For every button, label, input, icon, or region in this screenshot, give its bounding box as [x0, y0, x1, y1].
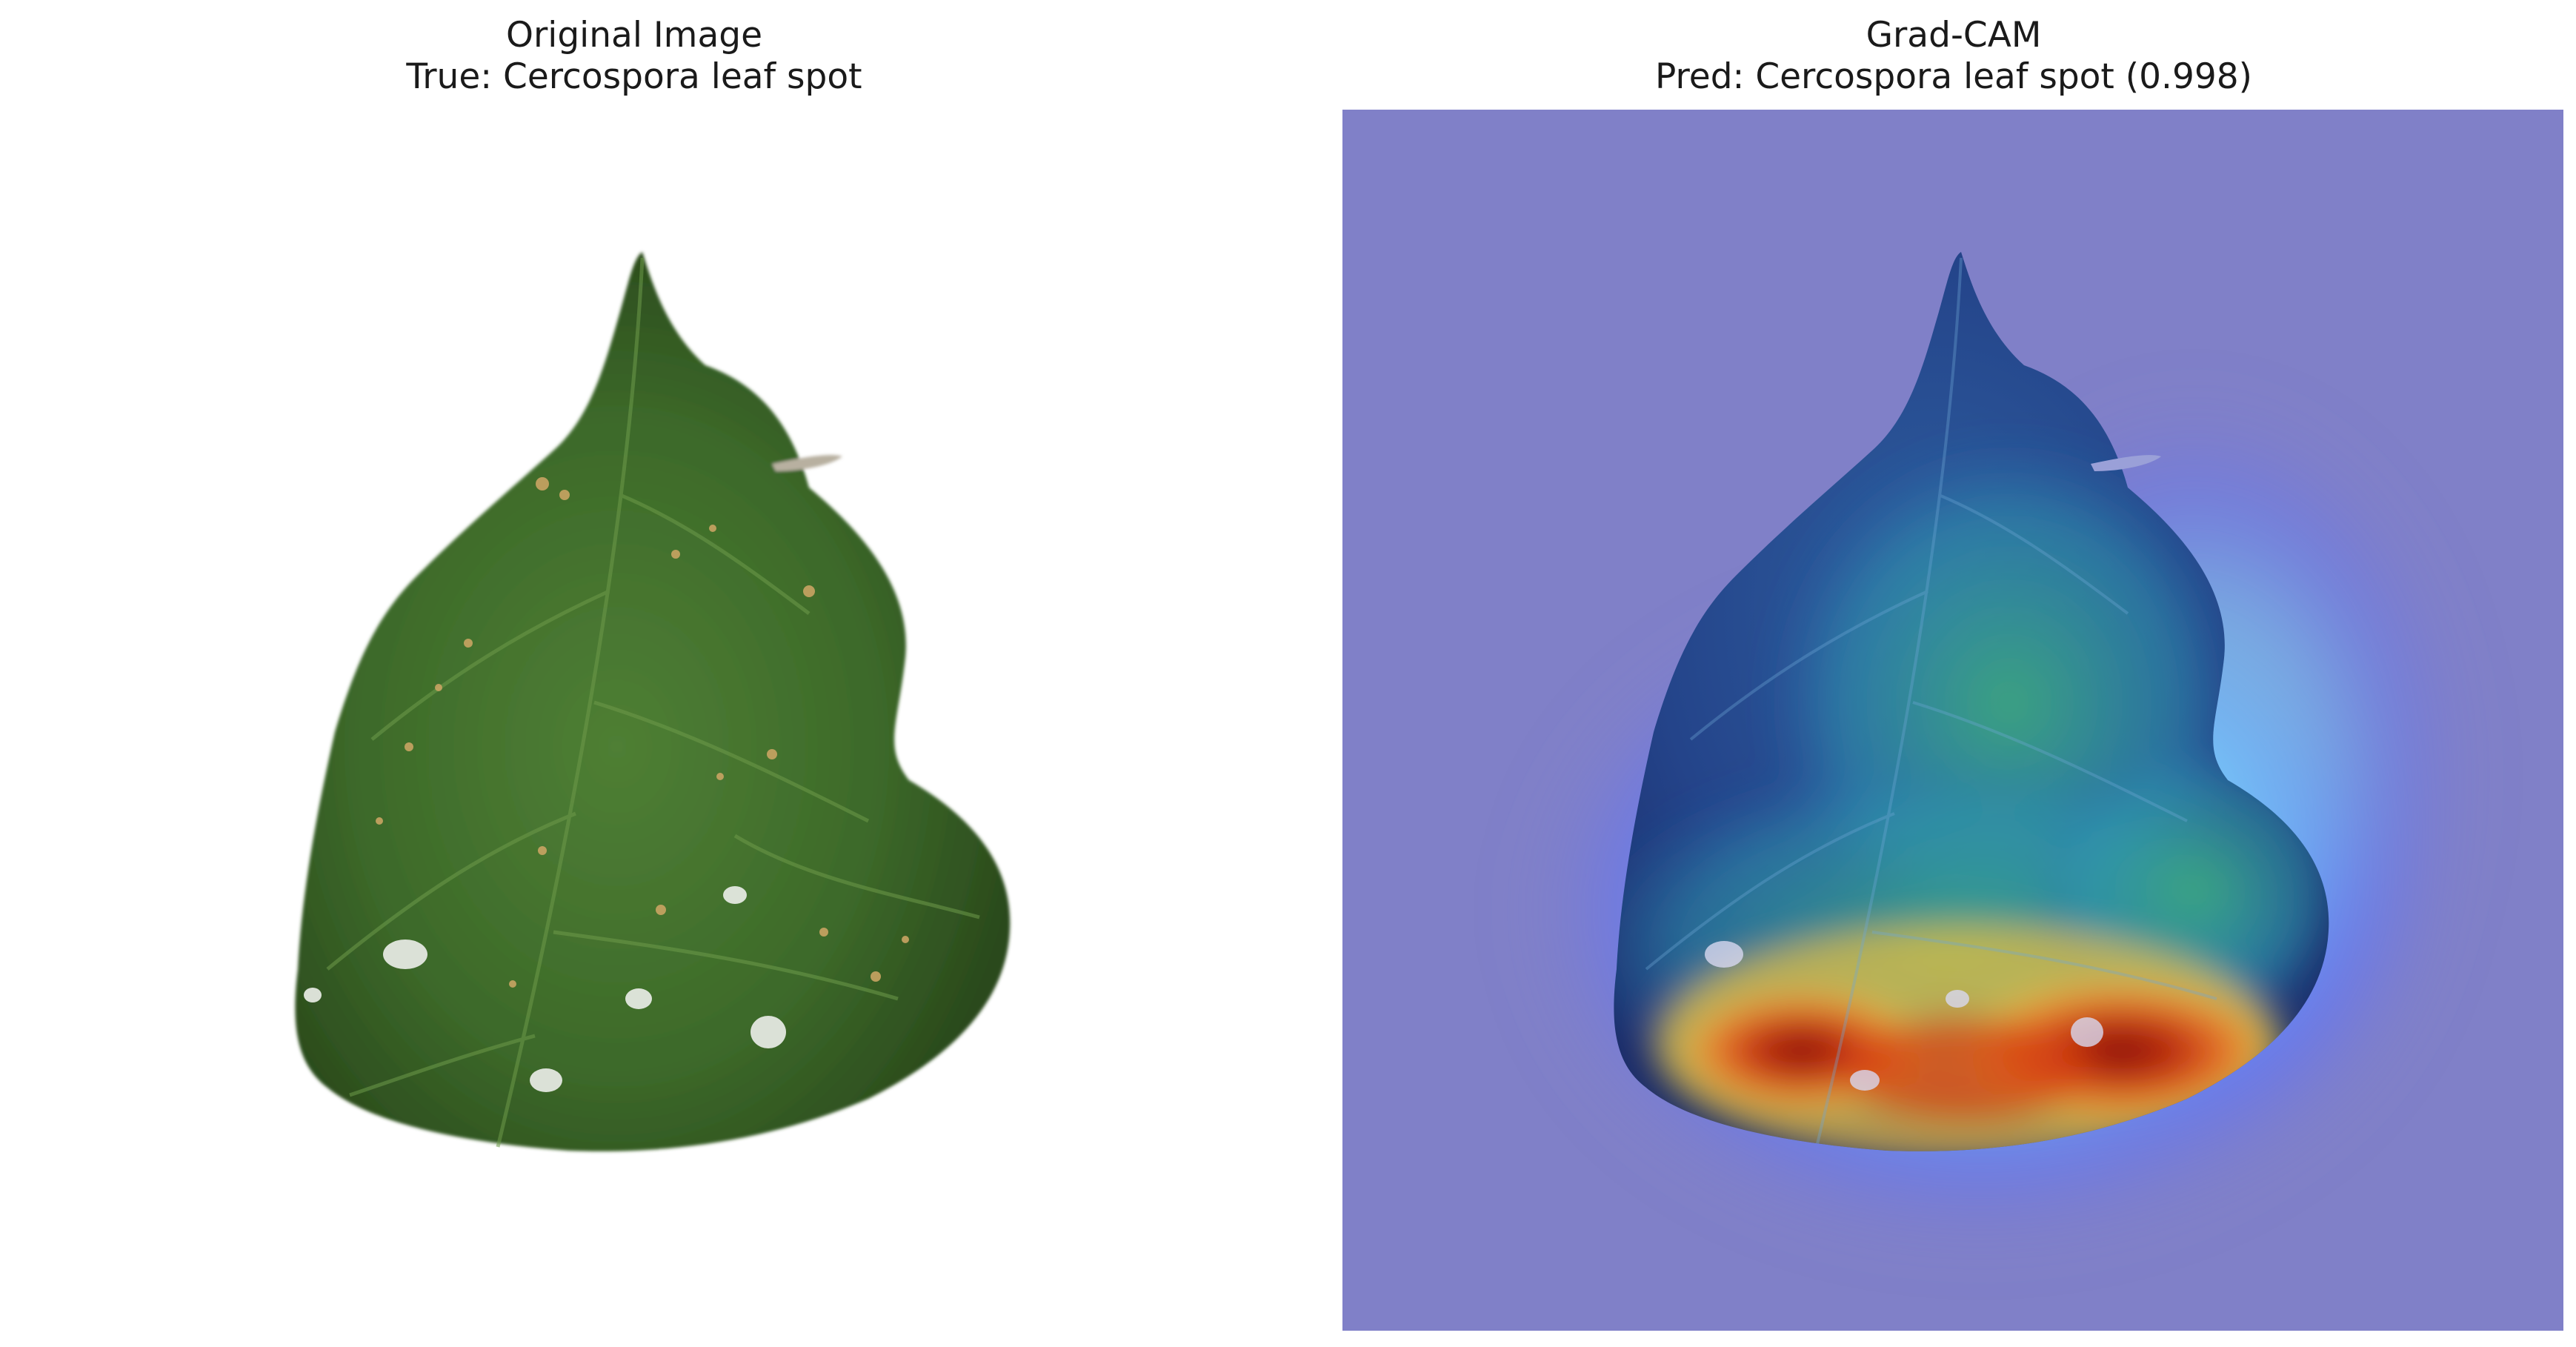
original-image-heading: Original Image	[505, 15, 763, 56]
grad-cam-svg	[1342, 110, 2563, 1331]
true-label: True: Cercospora leaf spot	[406, 56, 862, 97]
prediction-label: Pred: Cercospora leaf spot (0.998)	[1654, 56, 2253, 97]
grad-cam-title: Grad-CAM Pred: Cercospora leaf spot (0.9…	[1342, 15, 2565, 98]
grad-cam-image	[1342, 110, 2563, 1331]
leaf-holes	[304, 886, 786, 1092]
original-leaf-image	[24, 110, 1245, 1331]
leaf-photo-svg	[24, 110, 1245, 1331]
disease-spots	[376, 477, 909, 988]
original-image-title: Original Image True: Cercospora leaf spo…	[0, 15, 1268, 98]
leaf-overlay	[1614, 252, 2329, 1151]
leaf-shape	[295, 252, 1011, 1151]
grad-cam-heading: Grad-CAM	[1866, 15, 2042, 56]
leaf-veins	[326, 257, 980, 1148]
